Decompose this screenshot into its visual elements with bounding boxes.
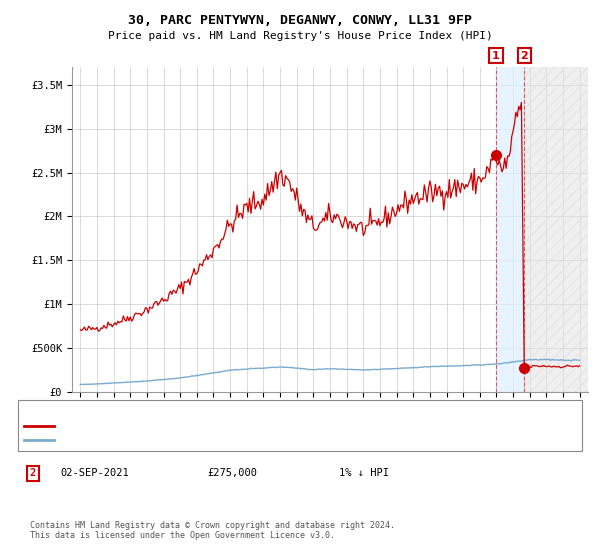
Text: 1005% ↑ HPI: 1005% ↑ HPI: [339, 429, 408, 439]
Text: 30, PARC PENTYWYN, DEGANWY, CONWY, LL31 9FP: 30, PARC PENTYWYN, DEGANWY, CONWY, LL31 …: [128, 14, 472, 27]
Text: 2: 2: [520, 51, 528, 60]
Text: £275,000: £275,000: [207, 468, 257, 478]
Text: 1: 1: [492, 51, 500, 60]
Bar: [524, 67, 588, 392]
Text: 1% ↓ HPI: 1% ↓ HPI: [339, 468, 389, 478]
Text: Contains HM Land Registry data © Crown copyright and database right 2024.
This d: Contains HM Land Registry data © Crown c…: [30, 521, 395, 540]
Text: HPI: Average price, detached house, Conwy: HPI: Average price, detached house, Conw…: [60, 435, 280, 444]
Text: Price paid vs. HM Land Registry's House Price Index (HPI): Price paid vs. HM Land Registry's House …: [107, 31, 493, 41]
Text: 2: 2: [30, 468, 36, 478]
Bar: [496, 67, 524, 392]
Text: 30, PARC PENTYWYN, DEGANWY, CONWY, LL31 9FP (detached house): 30, PARC PENTYWYN, DEGANWY, CONWY, LL31 …: [60, 421, 383, 430]
Text: 02-SEP-2021: 02-SEP-2021: [60, 468, 129, 478]
Text: £2,700,000: £2,700,000: [207, 429, 269, 439]
Text: 1: 1: [30, 429, 36, 439]
Text: 19-DEC-2019: 19-DEC-2019: [60, 429, 129, 439]
